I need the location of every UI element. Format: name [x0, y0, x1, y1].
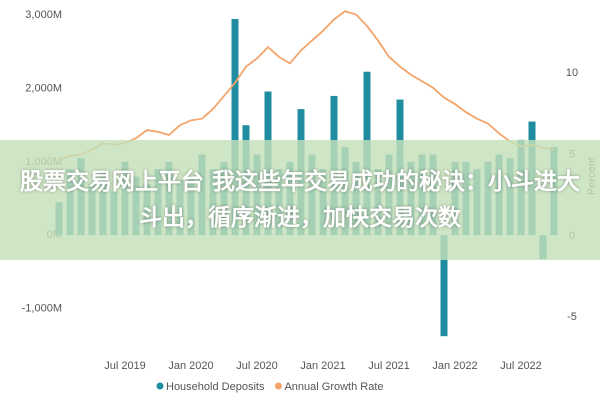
y-tick-label: 3,000M: [25, 9, 62, 21]
legend-marker: [156, 382, 164, 390]
legend-label: Annual Growth Rate: [284, 381, 383, 393]
x-tick-label: Jul 2021: [368, 360, 410, 372]
overlay-title: 股票交易网上平台 我这些年交易成功的秘诀：小斗进大斗出，循序渐进，加快交易次数: [19, 169, 580, 231]
y2-tick-label: -5: [567, 311, 577, 323]
banner: 股票交易网上平台 我这些年交易成功的秘诀：小斗进大斗出，循序渐进，加快交易次数: [0, 140, 600, 260]
x-tick-label: Jul 2020: [236, 360, 278, 372]
y2-tick-label: 10: [566, 67, 578, 79]
legend-marker: [274, 382, 282, 390]
x-tick-label: Jul 2019: [104, 360, 146, 372]
bar: [231, 18, 239, 236]
x-tick-label: Jan 2020: [168, 360, 213, 372]
x-tick-label: Jan 2021: [300, 360, 345, 372]
x-tick-label: Jul 2022: [500, 360, 542, 372]
bar: [440, 235, 448, 337]
x-tick-label: Jan 2022: [432, 360, 477, 372]
y-tick-label: -1,000M: [22, 302, 62, 314]
line: [58, 10, 555, 161]
y-tick-label: 2,000M: [25, 82, 62, 94]
legend-label: Household Deposits: [166, 381, 265, 393]
